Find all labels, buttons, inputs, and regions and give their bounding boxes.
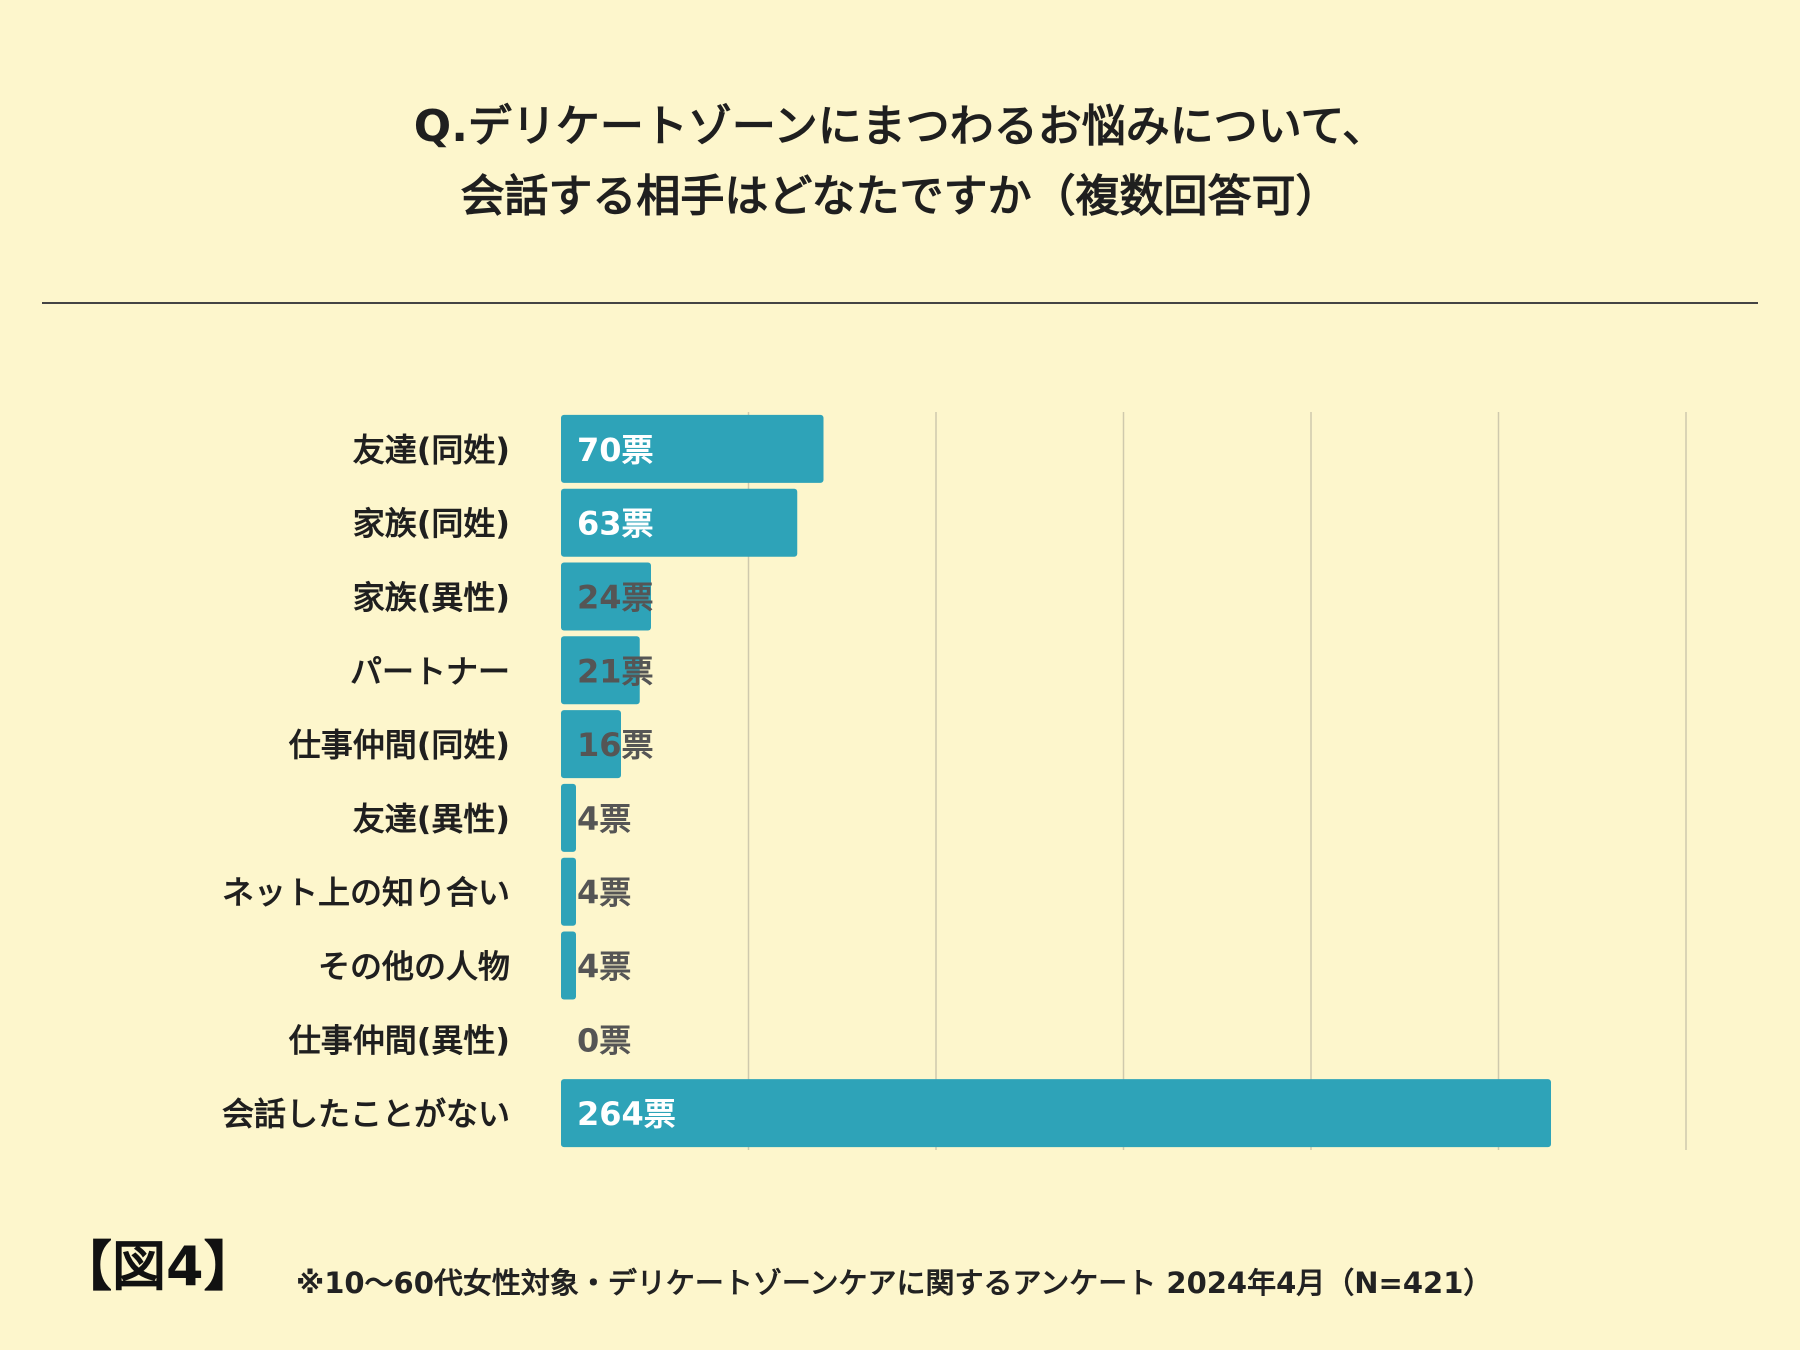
bar: [561, 636, 640, 705]
chart-title: Q.デリケートゾーンにまつわるお悩みについて、 会話する相手はどなたですか（複数…: [0, 92, 1800, 232]
category-label: 会話したことがない: [222, 1095, 510, 1133]
value-label: 24票: [577, 579, 654, 617]
bar: [561, 857, 576, 926]
category-label: 家族(異性): [353, 579, 510, 617]
category-label: パートナー: [350, 652, 510, 690]
category-label: 仕事仲間(異性): [289, 1021, 510, 1059]
bar: [561, 562, 651, 631]
title-line-1: Q.デリケートゾーンにまつわるお悩みについて、: [413, 101, 1387, 152]
figure-label: 【図4】: [58, 1235, 258, 1298]
category-label: その他の人物: [318, 948, 510, 986]
category-label: ネット上の知り合い: [222, 874, 510, 912]
bar: [561, 931, 576, 1000]
title-line-2: 会話する相手はどなたですか（複数回答可）: [460, 171, 1340, 222]
category-label: 友達(異性): [353, 800, 510, 838]
footnote: ※10〜60代女性対象・デリケートゾーンケアに関するアンケート 2024年4月（…: [296, 1266, 1493, 1300]
value-label: 264票: [577, 1095, 676, 1133]
title-divider: [42, 302, 1758, 304]
bar: [561, 414, 824, 483]
value-label: 0票: [577, 1021, 631, 1059]
category-label: 家族(同姓): [353, 505, 510, 543]
bar: [561, 1079, 1551, 1148]
category-label: 友達(同姓): [353, 431, 510, 469]
value-label: 4票: [577, 948, 631, 986]
bar: [561, 783, 576, 852]
bar: [561, 710, 621, 779]
category-label: 仕事仲間(同姓): [289, 726, 510, 764]
value-label: 4票: [577, 874, 631, 912]
bar: [561, 488, 798, 557]
value-label: 16票: [577, 726, 654, 764]
value-label: 4票: [577, 800, 631, 838]
value-label: 21票: [577, 652, 654, 690]
value-label: 63票: [577, 505, 654, 543]
value-label: 70票: [577, 431, 654, 469]
